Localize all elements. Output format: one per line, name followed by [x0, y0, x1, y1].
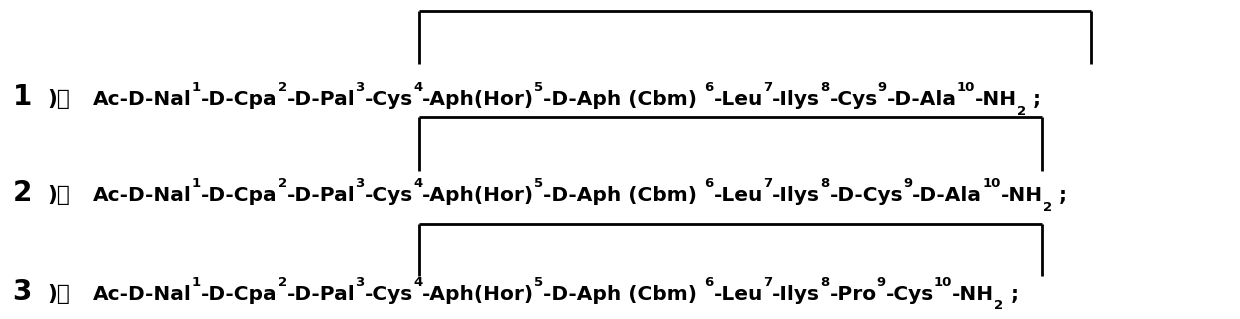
Text: -Ilys: -Ilys [773, 90, 820, 109]
Text: 7: 7 [763, 177, 773, 189]
Text: ;: ; [1052, 186, 1066, 205]
Text: -Cys: -Cys [365, 186, 413, 205]
Text: 9: 9 [903, 177, 913, 189]
Text: 6: 6 [704, 177, 714, 189]
Text: 2: 2 [1043, 201, 1052, 213]
Text: -Pro: -Pro [830, 285, 877, 304]
Text: -D-Pal: -D-Pal [286, 186, 356, 205]
Text: 3: 3 [356, 276, 365, 288]
Text: 5: 5 [534, 276, 543, 288]
Text: -Leu: -Leu [714, 186, 763, 205]
Text: -D-Pal: -D-Pal [286, 90, 356, 109]
Text: )、: )、 [47, 284, 69, 304]
Text: 8: 8 [820, 177, 830, 189]
Text: 10: 10 [982, 177, 1001, 189]
Text: 2: 2 [994, 300, 1003, 312]
Text: 2: 2 [1017, 105, 1027, 118]
Text: -Ilys: -Ilys [773, 186, 820, 205]
Text: 6: 6 [704, 81, 714, 94]
Text: -Leu: -Leu [714, 90, 763, 109]
Text: 4: 4 [413, 81, 423, 94]
Text: -NH: -NH [975, 90, 1017, 109]
Text: -Aph(Hor): -Aph(Hor) [423, 285, 534, 304]
Text: 2: 2 [12, 179, 32, 207]
Text: 9: 9 [877, 276, 885, 288]
Text: -D-Cys: -D-Cys [830, 186, 903, 205]
Text: -D-Aph (Cbm): -D-Aph (Cbm) [543, 186, 704, 205]
Text: 1: 1 [192, 276, 201, 288]
Text: -D-Ala: -D-Ala [913, 186, 982, 205]
Text: 7: 7 [763, 276, 773, 288]
Text: 5: 5 [534, 177, 543, 189]
Text: -Cys: -Cys [365, 90, 413, 109]
Text: -NH: -NH [952, 285, 994, 304]
Text: -D-Cpa: -D-Cpa [201, 186, 278, 205]
Text: -D-Aph (Cbm): -D-Aph (Cbm) [543, 90, 704, 109]
Text: -D-Cpa: -D-Cpa [201, 90, 278, 109]
Text: )、: )、 [47, 185, 69, 205]
Text: 5: 5 [534, 81, 543, 94]
Text: -D-Aph (Cbm): -D-Aph (Cbm) [543, 285, 704, 304]
Text: Ac-D-Nal: Ac-D-Nal [93, 186, 192, 205]
Text: 3: 3 [356, 177, 365, 189]
Text: -Cys: -Cys [830, 90, 878, 109]
Text: 3: 3 [12, 278, 32, 306]
Text: 4: 4 [413, 177, 423, 189]
Text: -Ilys: -Ilys [773, 285, 820, 304]
Text: 9: 9 [878, 81, 887, 94]
Text: 10: 10 [934, 276, 952, 288]
Text: 8: 8 [820, 276, 830, 288]
Text: 1: 1 [192, 81, 201, 94]
Text: 6: 6 [704, 276, 714, 288]
Text: 4: 4 [413, 276, 423, 288]
Text: -Leu: -Leu [714, 285, 763, 304]
Text: Ac-D-Nal: Ac-D-Nal [93, 285, 192, 304]
Text: 1: 1 [12, 83, 32, 111]
Text: -D-Ala: -D-Ala [887, 90, 957, 109]
Text: ;: ; [1003, 285, 1018, 304]
Text: -Cys: -Cys [365, 285, 413, 304]
Text: 2: 2 [278, 177, 286, 189]
Text: -D-Cpa: -D-Cpa [201, 285, 278, 304]
Text: -NH: -NH [1001, 186, 1043, 205]
Text: -Cys: -Cys [885, 285, 934, 304]
Text: 10: 10 [957, 81, 975, 94]
Text: Ac-D-Nal: Ac-D-Nal [93, 90, 192, 109]
Text: )、: )、 [47, 89, 69, 109]
Text: ;: ; [1027, 90, 1042, 109]
Text: -Aph(Hor): -Aph(Hor) [423, 90, 534, 109]
Text: 8: 8 [820, 81, 830, 94]
Text: 7: 7 [763, 81, 773, 94]
Text: -D-Pal: -D-Pal [286, 285, 356, 304]
Text: 1: 1 [192, 177, 201, 189]
Text: 2: 2 [278, 81, 286, 94]
Text: 3: 3 [356, 81, 365, 94]
Text: 2: 2 [278, 276, 286, 288]
Text: -Aph(Hor): -Aph(Hor) [423, 186, 534, 205]
